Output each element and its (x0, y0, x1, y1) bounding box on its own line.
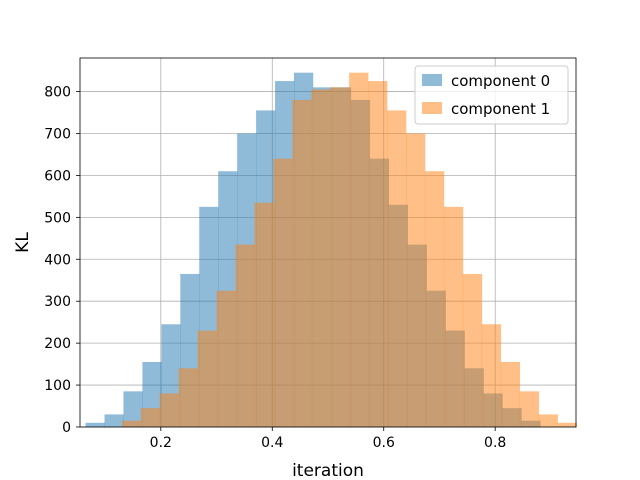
bar-component-1 (368, 81, 388, 427)
bar-component-1 (292, 99, 312, 427)
bar-component-1 (406, 133, 426, 427)
bar-component-1 (557, 422, 577, 427)
axis-ticks: 0.2 0.4 0.6 0.8 0 100 200 300 400 500 600 700 800 (44, 85, 506, 451)
plot-frame (79, 57, 577, 428)
bar-component-0 (104, 414, 124, 427)
bar-component-1 (216, 290, 236, 427)
bar-component-1 (538, 414, 558, 427)
bar-component-1 (387, 110, 407, 428)
y-tick-label: 600 (44, 168, 71, 184)
y-tick-label: 800 (44, 85, 71, 101)
bar-component-1 (349, 72, 369, 427)
legend-label-component-0: component 0 (451, 72, 550, 90)
bar-component-1 (197, 330, 217, 427)
x-tick-label: 0.4 (261, 435, 283, 451)
bar-component-1 (273, 158, 293, 428)
y-tick-label: 200 (44, 336, 71, 352)
legend-box (414, 65, 569, 125)
bar-component-1 (443, 206, 464, 427)
bar-component-1 (519, 391, 539, 427)
bar-component-1 (311, 89, 331, 428)
bar-component-1 (178, 368, 198, 427)
x-tick-label: 0.2 (150, 435, 172, 451)
x-axis-label: iteration (292, 461, 364, 480)
bar-component-1 (500, 362, 521, 427)
legend-label-component-1: component 1 (451, 100, 550, 118)
bar-component-0 (123, 391, 143, 427)
y-tick-label: 300 (44, 294, 71, 310)
bar-component-1 (481, 324, 502, 427)
y-axis-label: KL (13, 232, 33, 253)
x-tick-label: 0.8 (484, 435, 506, 451)
bar-component-0 (85, 422, 105, 427)
y-tick-label: 700 (44, 126, 71, 142)
bar-component-1 (159, 393, 179, 427)
bar-component-1 (424, 171, 445, 427)
legend-swatch-component-1 (422, 102, 442, 114)
bar-component-1 (254, 202, 274, 427)
y-tick-label: 100 (44, 378, 71, 394)
y-tick-label: 400 (44, 252, 71, 268)
y-tick-label: 0 (62, 420, 71, 436)
bar-component-1 (330, 87, 350, 428)
legend: component 0 component 1 (414, 65, 569, 125)
y-tick-label: 500 (44, 210, 71, 226)
bar-component-1 (235, 244, 255, 427)
bar-component-1 (462, 273, 483, 427)
legend-swatch-component-0 (422, 74, 442, 86)
histogram-bars (85, 72, 577, 428)
x-tick-label: 0.6 (373, 435, 395, 451)
bar-component-1 (121, 420, 142, 427)
bar-component-1 (140, 408, 160, 427)
